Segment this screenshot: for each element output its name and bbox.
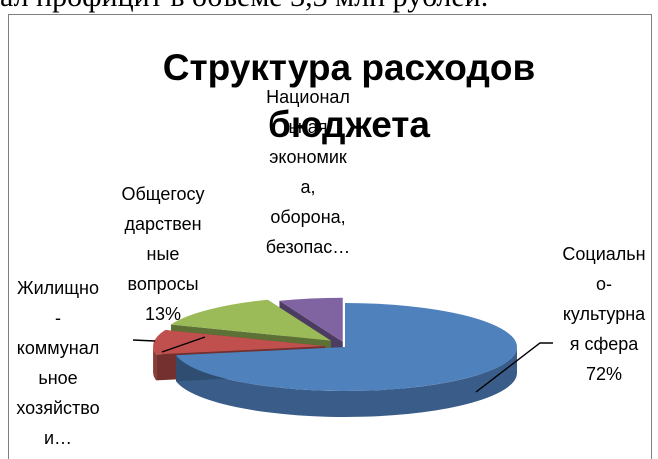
data-label-line: я сфера xyxy=(570,334,640,354)
data-label-line: хозяйство xyxy=(16,398,99,418)
pie-slice-top xyxy=(176,303,518,391)
data-label-line: экономик xyxy=(269,147,347,167)
data-label-line: Общегосу xyxy=(121,184,204,204)
pie-slice-side xyxy=(176,347,517,417)
data-label-line: и… xyxy=(44,428,72,448)
data-label-line: - xyxy=(55,308,61,328)
data-label-line: оборона, xyxy=(270,207,345,227)
data-label-2: Жилищно - коммунал ьное хозяйство и… xyxy=(16,278,99,448)
data-label-line: Социальн xyxy=(562,244,645,264)
data-label-line: а, xyxy=(300,177,315,197)
data-label-line: о- xyxy=(596,274,612,294)
data-label-line: 72% xyxy=(586,364,622,384)
data-label-3: Общегосу дарствен ные вопросы 13% xyxy=(121,184,204,324)
leader-line-3 xyxy=(132,339,156,342)
data-label-line: Национал xyxy=(266,87,350,107)
chart-title-line-1: Структура расходов xyxy=(163,47,536,88)
data-label-line: дарствен xyxy=(124,214,201,234)
leader-line-1 xyxy=(475,342,553,393)
page-top-text: ал профицит в объеме 3,3 млн рублей. xyxy=(0,0,658,14)
pie-slice-top xyxy=(153,329,326,355)
data-label-line: культурна xyxy=(563,304,646,324)
pie-slice-top xyxy=(279,297,343,342)
pie-slice-1 xyxy=(176,303,518,417)
data-label-line: Жилищно xyxy=(17,278,99,298)
data-label-line: ные xyxy=(147,244,180,264)
data-label-line: коммунал xyxy=(17,338,100,358)
pie-slice-side xyxy=(153,346,157,381)
data-label-line: ьная xyxy=(288,117,327,137)
data-label-4: Национал ьная экономик а, оборона, безопас… xyxy=(266,87,351,257)
pie-slice-top xyxy=(170,299,331,341)
data-label-line: 13% xyxy=(145,304,181,324)
data-label-1: Социальн о-культурна я сфера 72% xyxy=(562,244,646,384)
data-label-line: ьное xyxy=(38,368,77,388)
data-label-line: вопросы xyxy=(127,274,198,294)
chart-title-line-2: бюджета xyxy=(268,104,430,145)
data-label-line: безопас… xyxy=(266,237,351,257)
leader-line-2 xyxy=(161,336,206,353)
